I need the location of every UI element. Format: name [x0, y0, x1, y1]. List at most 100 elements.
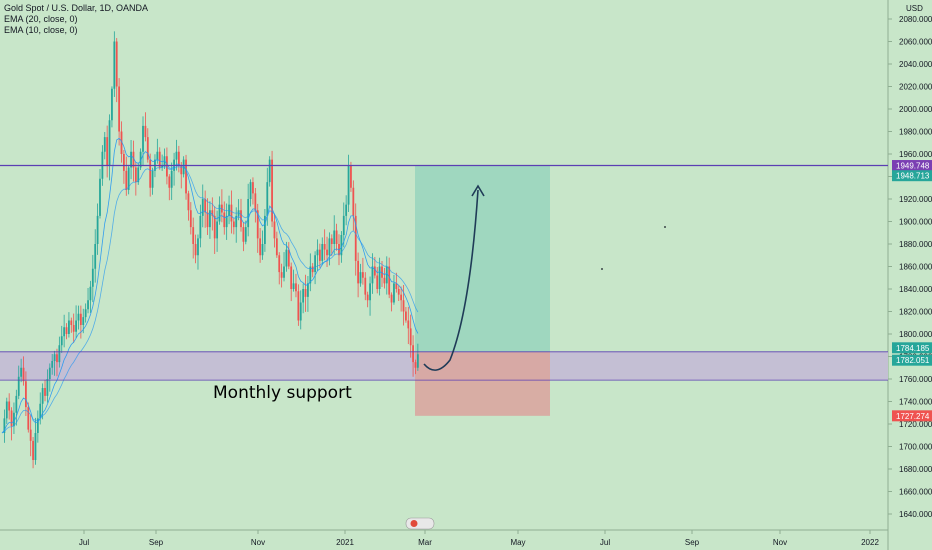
candle-body — [314, 255, 316, 273]
price-tick-label: 2040.000 — [899, 60, 932, 69]
ema10-line[interactable]: EMA (10, close, 0) — [4, 25, 78, 35]
candle-body — [29, 429, 32, 441]
time-axis[interactable]: Jul Sep Nov 2021 Mar May Jul Sep Nov 2022 — [79, 530, 880, 547]
candle-body — [252, 182, 254, 194]
candle-body — [361, 272, 364, 278]
candle-body — [146, 137, 149, 160]
candle-body — [287, 249, 290, 267]
candle-body — [350, 165, 352, 188]
candle-body — [144, 125, 147, 138]
candle-body — [177, 151, 180, 166]
candle-body — [366, 294, 369, 301]
price-tick-label: 1980.000 — [899, 128, 932, 137]
candle-body — [290, 266, 293, 289]
candle-body — [275, 238, 278, 256]
candle-body — [261, 244, 264, 256]
candle-body — [68, 320, 70, 334]
target-zone — [415, 165, 550, 352]
candle-body — [142, 125, 144, 152]
candle-body — [412, 345, 414, 363]
candle-body — [48, 367, 51, 379]
candle-body — [32, 440, 34, 460]
ema-20-line — [1, 166, 419, 434]
time-tick-label: Nov — [251, 538, 265, 547]
candle-body — [354, 215, 357, 261]
candle-body — [201, 199, 204, 216]
candle-body — [318, 249, 321, 261]
candle-body — [111, 88, 113, 121]
candle-body — [51, 361, 54, 368]
price-tick-label: 2080.000 — [899, 15, 932, 24]
candle-body — [385, 266, 388, 284]
candle-body — [41, 388, 44, 404]
candle-body — [22, 367, 25, 382]
candle-body — [211, 210, 214, 216]
price-tag-label: 1949.748 — [896, 162, 930, 171]
candle-body — [161, 165, 164, 168]
price-tick-label: 2060.000 — [899, 38, 932, 47]
candle-body — [204, 199, 207, 213]
candle-body — [115, 41, 118, 87]
price-tick-label: 1720.000 — [899, 420, 932, 429]
price-tick-label: 2000.000 — [899, 105, 932, 114]
candle-body — [402, 300, 405, 312]
chart-legend: Gold Spot / U.S. Dollar, 1D, OANDA EMA (… — [4, 3, 148, 36]
candle-body — [311, 266, 314, 273]
candle-body — [75, 320, 77, 332]
candle-body — [63, 327, 66, 337]
candle-body — [297, 291, 300, 321]
candle-body — [347, 165, 350, 205]
candle-body — [15, 395, 18, 413]
symbol-line[interactable]: Gold Spot / U.S. Dollar, 1D, OANDA — [4, 3, 149, 13]
candle-body — [400, 294, 403, 301]
candle-body — [168, 176, 171, 188]
candle-body — [395, 283, 398, 289]
candle-body — [388, 266, 391, 295]
price-tick-label: 1680.000 — [899, 465, 932, 474]
ema20-line[interactable]: EMA (20, close, 0) — [4, 14, 78, 24]
candle-body — [216, 221, 218, 239]
candle-body — [3, 418, 6, 433]
ema-10-line — [1, 137, 419, 434]
candle-body — [180, 165, 183, 175]
candle-body — [185, 159, 187, 194]
candle-body — [230, 204, 233, 222]
candle-body — [407, 320, 410, 329]
time-tick-label: Nov — [773, 538, 787, 547]
time-tick-label: 2021 — [336, 538, 354, 547]
price-tick-label: 1860.000 — [899, 263, 932, 272]
candle-body — [316, 249, 319, 256]
price-tag — [892, 342, 932, 354]
levels-layer — [0, 164, 888, 381]
candle-body — [132, 151, 135, 168]
candle-body — [46, 379, 49, 396]
candle-body — [321, 244, 324, 261]
candle-body — [170, 170, 173, 188]
price-tick-label: 2020.000 — [899, 83, 932, 92]
candle-body — [206, 212, 209, 228]
tradingview-badge[interactable] — [405, 517, 435, 530]
candle-body — [244, 227, 247, 242]
candle-body — [36, 418, 39, 433]
price-tick-label: 1920.000 — [899, 195, 932, 204]
candle-body — [134, 167, 137, 183]
candle-body — [192, 227, 195, 244]
candle-body — [295, 283, 297, 292]
price-tag-label: 1782.051 — [896, 356, 930, 365]
price-tick-label: 1840.000 — [899, 285, 932, 294]
candle-body — [373, 266, 376, 276]
candle-body — [302, 289, 305, 303]
candle-body — [256, 210, 259, 239]
candle-body — [278, 255, 281, 273]
candle-body — [359, 272, 362, 284]
candle-body — [371, 266, 374, 284]
candle-body — [283, 266, 285, 278]
candle-body — [96, 215, 99, 244]
candle-body — [259, 238, 262, 256]
candle-body — [340, 235, 343, 256]
stray-dot — [601, 268, 603, 270]
candle-body — [266, 182, 269, 216]
candle-body — [87, 300, 89, 310]
